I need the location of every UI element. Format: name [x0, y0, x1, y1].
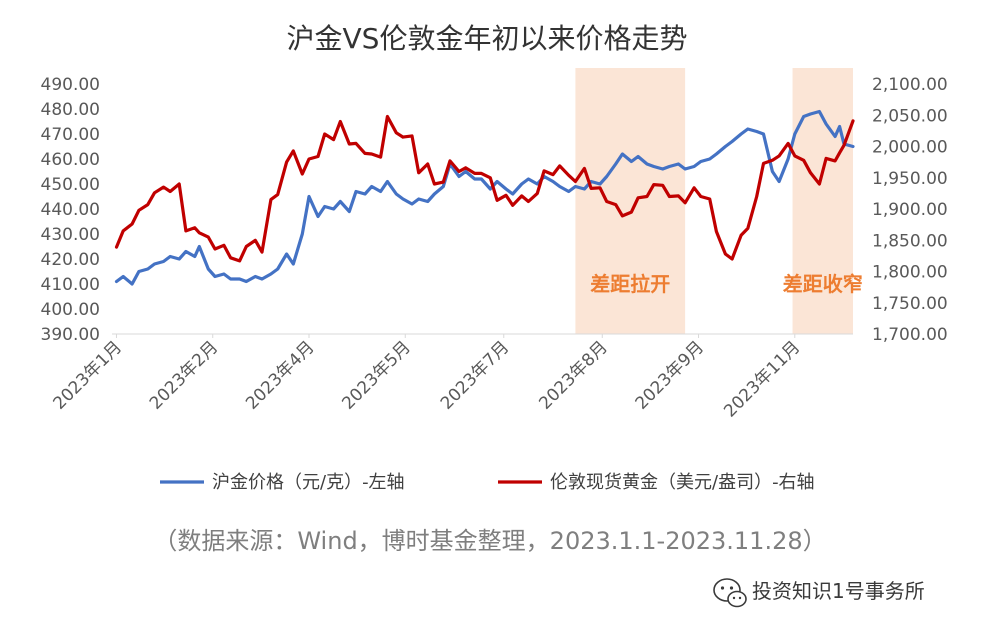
watermark-text: 投资知识1号事务所: [752, 579, 925, 603]
shaded-region: [575, 68, 686, 334]
right-tick-label: 1,900.00: [872, 200, 948, 220]
watermark: 投资知识1号事务所: [713, 578, 925, 608]
series-line-shanghai-gold: [114, 109, 855, 286]
left-tick-label: 430.00: [41, 225, 100, 245]
left-tick-label: 480.00: [41, 100, 100, 120]
left-tick-label: 450.00: [41, 175, 100, 195]
left-tick-label: 440.00: [41, 200, 100, 220]
left-tick-label: 390.00: [41, 325, 100, 345]
chart-title: 沪金VS伦敦金年初以来价格走势: [287, 22, 688, 55]
left-tick-label: 490.00: [41, 75, 100, 95]
right-axis: 2,100.00 2,050.00 2,000.00 1,950.00 1,900.00…: [872, 75, 948, 345]
shaded-region: [792, 68, 853, 334]
left-tick-label: 460.00: [41, 150, 100, 170]
right-tick-label: 1,700.00: [872, 325, 948, 345]
right-tick-label: 1,750.00: [872, 294, 948, 314]
series-line-london-gold: [114, 114, 855, 263]
right-tick-label: 1,800.00: [872, 263, 948, 283]
shaded-regions: 差距拉开 差距收窄: [575, 68, 863, 334]
left-tick-label: 410.00: [41, 275, 100, 295]
right-tick-label: 2,100.00: [872, 75, 948, 95]
series-lines: [114, 109, 855, 286]
wechat-icon: [713, 578, 747, 608]
left-tick-label: 420.00: [41, 250, 100, 270]
right-tick-label: 2,000.00: [872, 138, 948, 158]
legend-label: 沪金价格（元/克）-左轴: [212, 472, 405, 493]
left-tick-label: 400.00: [41, 300, 100, 320]
left-axis: 490.00 480.00 470.00 460.00 450.00 440.00 430.…: [41, 75, 100, 345]
region-label: 差距拉开: [590, 272, 670, 296]
legend-label: 伦敦现货黄金（美元/盎司）-右轴: [550, 472, 815, 493]
source-note: （数据来源：Wind，博时基金整理，2023.1.1-2023.11.28）: [153, 527, 826, 555]
legend: 沪金价格（元/克）-左轴 伦敦现货黄金（美元/盎司）-右轴: [160, 472, 815, 493]
right-tick-label: 2,050.00: [872, 106, 948, 126]
right-tick-label: 1,850.00: [872, 231, 948, 251]
right-tick-label: 1,950.00: [872, 169, 948, 189]
left-tick-label: 470.00: [41, 125, 100, 145]
region-label: 差距收窄: [783, 272, 863, 296]
